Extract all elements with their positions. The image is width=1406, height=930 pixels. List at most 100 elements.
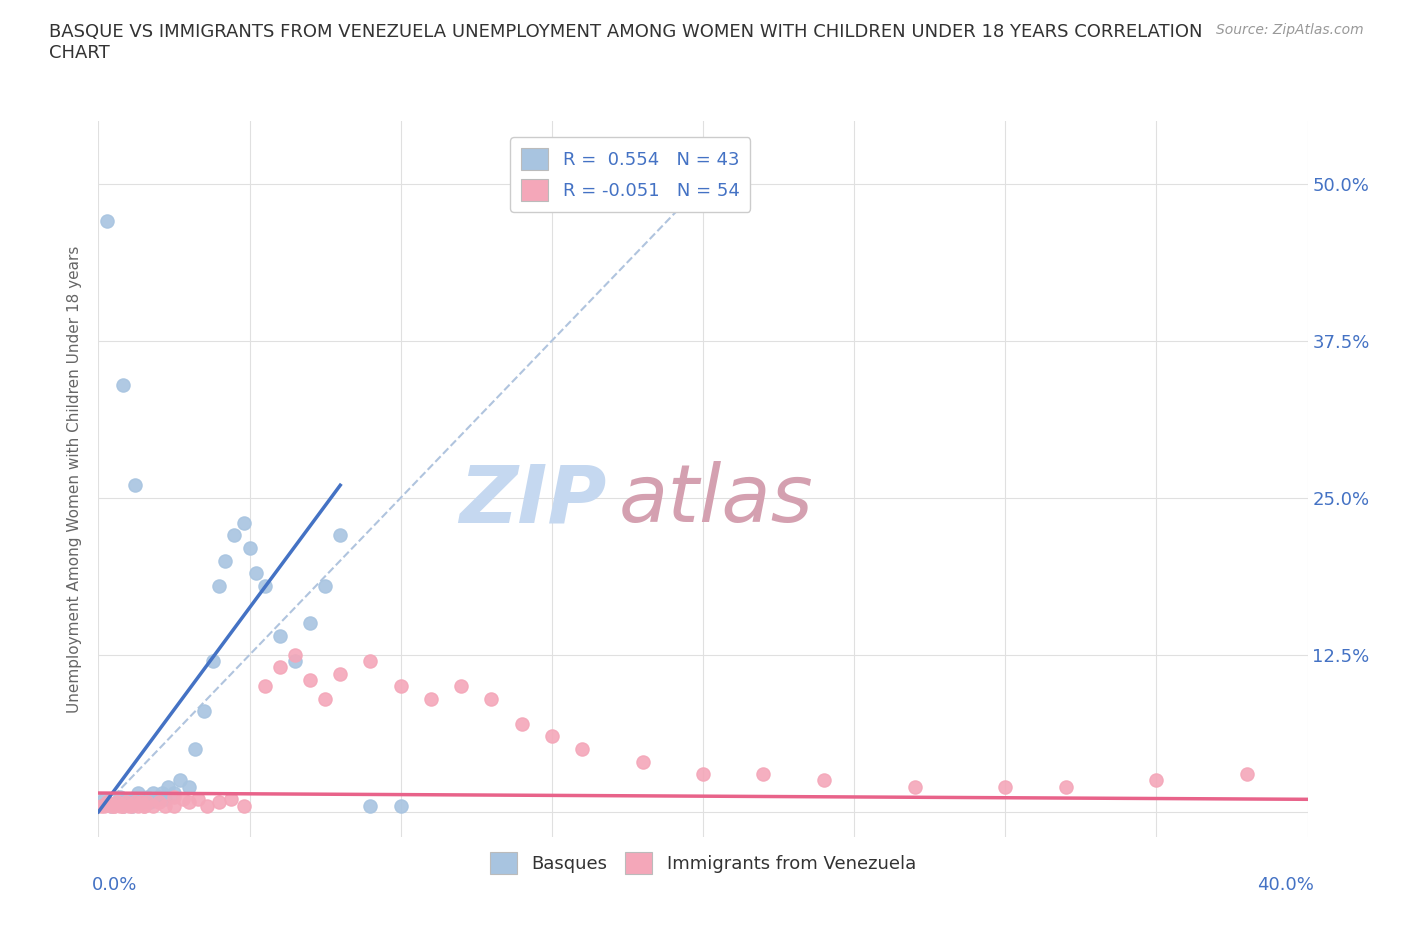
Point <box>108 790 131 804</box>
Point <box>1054 779 1077 794</box>
Point <box>540 729 562 744</box>
Text: BASQUE VS IMMIGRANTS FROM VENEZUELA UNEMPLOYMENT AMONG WOMEN WITH CHILDREN UNDER: BASQUE VS IMMIGRANTS FROM VENEZUELA UNEM… <box>49 23 1202 62</box>
Point <box>299 616 322 631</box>
Point <box>193 704 215 719</box>
Text: Source: ZipAtlas.com: Source: ZipAtlas.com <box>1216 23 1364 37</box>
Point <box>450 679 472 694</box>
Point <box>93 791 115 806</box>
Point <box>813 773 835 788</box>
Point <box>93 798 115 813</box>
Point <box>105 794 128 809</box>
Point <box>127 786 149 801</box>
Point <box>103 798 125 813</box>
Point <box>692 766 714 781</box>
Point <box>631 754 654 769</box>
Point <box>179 779 201 794</box>
Point <box>132 798 155 813</box>
Point <box>129 794 152 809</box>
Point <box>510 716 533 731</box>
Point <box>148 794 170 809</box>
Point <box>118 794 141 809</box>
Point <box>389 679 412 694</box>
Point <box>299 672 322 687</box>
Point <box>96 214 118 229</box>
Point <box>135 790 157 804</box>
Point <box>571 741 593 756</box>
Point <box>329 528 352 543</box>
Point <box>121 798 143 813</box>
Point <box>253 578 276 593</box>
Point <box>142 786 165 801</box>
Point <box>208 578 231 593</box>
Point <box>111 798 134 813</box>
Point <box>187 791 209 806</box>
Point <box>156 779 179 794</box>
Point <box>994 779 1017 794</box>
Point <box>314 578 336 593</box>
Point <box>108 798 131 813</box>
Point <box>420 691 443 706</box>
Point <box>145 791 167 806</box>
Point <box>100 798 122 813</box>
Point <box>269 629 291 644</box>
Point <box>100 798 122 813</box>
Point <box>904 779 927 794</box>
Point <box>239 540 262 555</box>
Point <box>121 798 143 813</box>
Point <box>124 478 146 493</box>
Point <box>284 647 307 662</box>
Point <box>153 798 176 813</box>
Point <box>360 798 382 813</box>
Point <box>114 791 136 806</box>
Point <box>179 794 201 809</box>
Point <box>232 515 254 530</box>
Point <box>208 794 231 809</box>
Point <box>96 794 118 809</box>
Point <box>118 798 141 813</box>
Point <box>169 773 191 788</box>
Y-axis label: Unemployment Among Women with Children Under 18 years: Unemployment Among Women with Children U… <box>67 246 83 712</box>
Point <box>114 794 136 809</box>
Point <box>360 654 382 669</box>
Point <box>111 798 134 813</box>
Point <box>245 565 267 580</box>
Point <box>481 691 503 706</box>
Point <box>103 798 125 813</box>
Point <box>127 798 149 813</box>
Point <box>111 798 134 813</box>
Point <box>148 790 170 804</box>
Point <box>284 654 307 669</box>
Point <box>202 654 225 669</box>
Point <box>389 798 412 813</box>
Text: atlas: atlas <box>619 461 813 539</box>
Point <box>195 798 218 813</box>
Point <box>224 528 246 543</box>
Point <box>329 666 352 681</box>
Point <box>129 794 152 809</box>
Point <box>184 741 207 756</box>
Point <box>132 798 155 813</box>
Point <box>153 791 176 806</box>
Point <box>142 798 165 813</box>
Point <box>124 791 146 806</box>
Point <box>111 378 134 392</box>
Point <box>105 794 128 809</box>
Point <box>1144 773 1167 788</box>
Point <box>752 766 775 781</box>
Point <box>221 791 243 806</box>
Point <box>1236 766 1258 781</box>
Point <box>172 791 194 806</box>
Point <box>269 660 291 675</box>
Point <box>163 786 186 801</box>
Text: 0.0%: 0.0% <box>93 876 138 895</box>
Point <box>163 790 186 804</box>
Point <box>90 798 112 813</box>
Point <box>253 679 276 694</box>
Point <box>232 798 254 813</box>
Point <box>132 791 155 806</box>
Text: ZIP: ZIP <box>458 461 606 539</box>
Point <box>214 553 236 568</box>
Point <box>150 786 173 801</box>
Legend: Basques, Immigrants from Venezuela: Basques, Immigrants from Venezuela <box>482 845 924 882</box>
Point <box>163 798 186 813</box>
